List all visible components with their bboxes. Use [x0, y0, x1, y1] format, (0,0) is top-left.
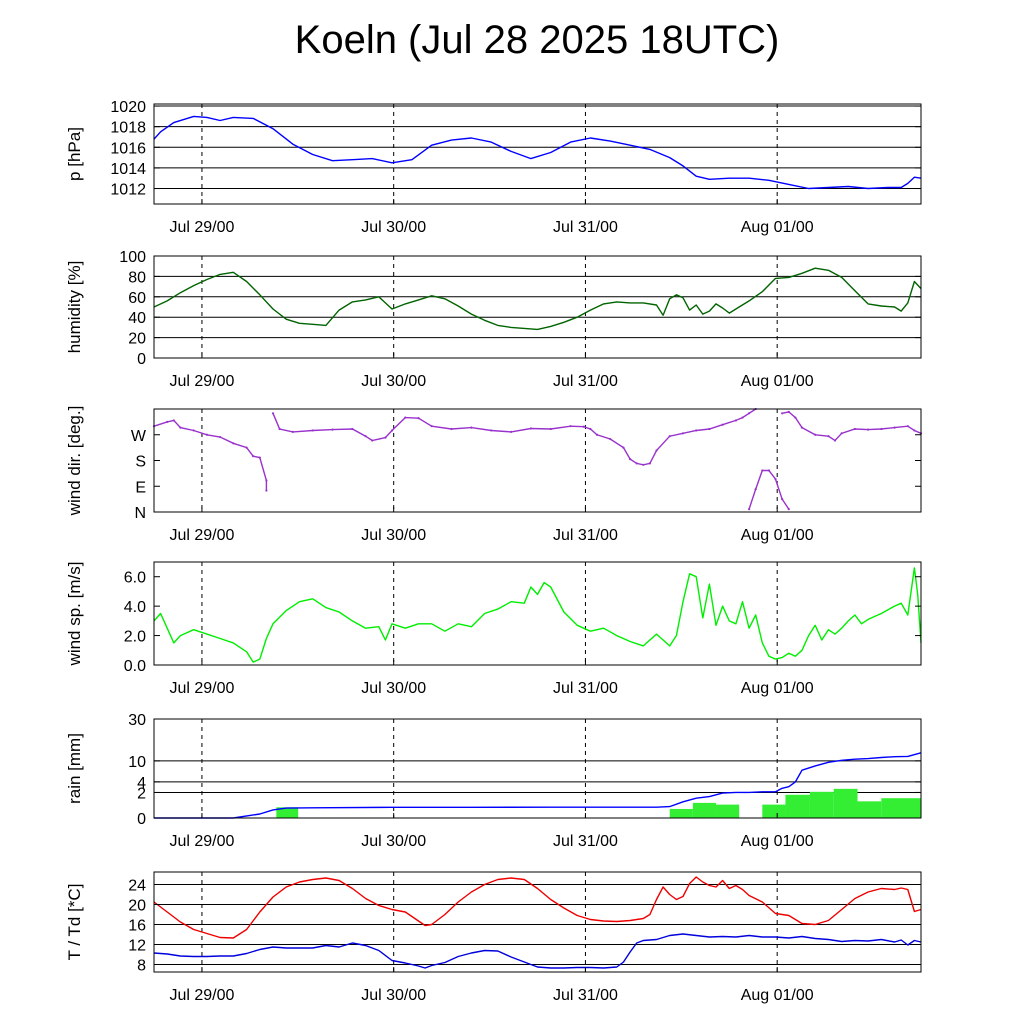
x-tick-label: Aug 01/00 [741, 833, 814, 850]
series-line-wind_direction [748, 469, 790, 510]
chart-title: Koeln (Jul 28 2025 18UTC) [294, 18, 780, 62]
x-tick-label: Jul 31/00 [553, 680, 618, 697]
x-tick-label: Jul 31/00 [553, 987, 618, 1004]
y-tick-label: 10 [128, 754, 146, 771]
y-tick-label: 1018 [110, 120, 146, 137]
y-tick-label: 80 [128, 269, 146, 286]
x-tick-label: Jul 29/00 [169, 219, 234, 236]
x-tick-label: Aug 01/00 [741, 987, 814, 1004]
y-tick-label: 12 [128, 938, 146, 955]
x-tick-label: Jul 31/00 [553, 527, 618, 544]
y-tick-label: 4 [137, 775, 146, 792]
y-tick-label: N [134, 505, 146, 522]
x-tick-label: Jul 31/00 [553, 373, 618, 390]
x-tick-label: Jul 31/00 [553, 219, 618, 236]
panel-frame-rain [153, 718, 922, 819]
y-tick-label: 1016 [110, 140, 146, 157]
series-line-wind_direction [272, 408, 757, 466]
rain-bar [833, 788, 858, 818]
x-tick-label: Jul 30/00 [361, 833, 426, 850]
y-tick-label: 2.0 [124, 629, 146, 646]
x-tick-label: Jul 29/00 [169, 373, 234, 390]
series-line-rain-0 [154, 752, 922, 819]
rain-bar [809, 791, 834, 818]
panel-frame-wind_direction [153, 408, 922, 513]
y-axis-label-humidity: humidity [%] [65, 261, 84, 354]
x-tick-label: Jul 30/00 [361, 680, 426, 697]
panel-frame-temperature [153, 871, 922, 973]
y-tick-label: 30 [128, 712, 146, 729]
y-tick-label: 40 [128, 310, 146, 327]
y-tick-label: 1020 [110, 99, 146, 116]
rain-bar [785, 794, 810, 818]
y-tick-label: 60 [128, 290, 146, 307]
series-line-pressure-0 [153, 115, 922, 190]
x-tick-label: Aug 01/00 [741, 373, 814, 390]
y-tick-label: 24 [128, 878, 146, 895]
x-tick-label: Aug 01/00 [741, 527, 814, 544]
y-axis-label-pressure: p [hPa] [65, 127, 84, 181]
y-tick-label: 1014 [110, 161, 146, 178]
y-tick-label: S [135, 454, 146, 471]
series-line-wind_speed-0 [153, 567, 922, 663]
y-tick-label: E [135, 479, 146, 496]
series-line-wind_direction [153, 419, 268, 491]
series-line-humidity-0 [153, 267, 922, 331]
series-line-temperature-0 [153, 876, 922, 939]
y-tick-label: 16 [128, 918, 146, 935]
x-tick-label: Jul 29/00 [169, 987, 234, 1004]
x-tick-label: Aug 01/00 [741, 680, 814, 697]
rain-bar [762, 804, 786, 818]
panel-frame-wind_speed [153, 561, 922, 666]
rain-bar [692, 802, 717, 818]
y-tick-label: 1012 [110, 182, 146, 199]
y-tick-label: 20 [128, 331, 146, 348]
y-axis-label-wind_direction: wind dir. [deg.] [65, 406, 84, 517]
x-tick-label: Jul 30/00 [361, 373, 426, 390]
series-line-temperature-1 [153, 933, 922, 969]
x-tick-label: Jul 30/00 [361, 987, 426, 1004]
rain-bar [881, 798, 921, 818]
y-tick-label: 0 [137, 811, 146, 828]
panel-frame-humidity [153, 255, 922, 359]
x-tick-label: Aug 01/00 [741, 219, 814, 236]
x-tick-label: Jul 31/00 [553, 833, 618, 850]
series-line-wind_direction [781, 411, 922, 442]
x-tick-label: Jul 29/00 [169, 680, 234, 697]
y-tick-label: W [131, 428, 147, 445]
y-tick-label: 100 [119, 249, 146, 266]
y-tick-label: 0 [137, 351, 146, 368]
y-tick-label: 4.0 [124, 599, 146, 616]
y-tick-label: 0.0 [124, 658, 146, 675]
rain-bar [276, 807, 299, 818]
y-axis-label-wind_speed: wind sp. [m/s] [65, 562, 84, 667]
y-axis-label-temperature: T / Td [*C] [65, 884, 84, 961]
y-tick-label: 20 [128, 898, 146, 915]
rain-bar [716, 804, 740, 818]
x-tick-label: Jul 30/00 [361, 219, 426, 236]
rain-bar [669, 808, 693, 818]
panel-frame-pressure [153, 103, 922, 205]
x-tick-label: Jul 29/00 [169, 833, 234, 850]
x-tick-label: Jul 30/00 [361, 527, 426, 544]
rain-bar [857, 801, 882, 818]
y-tick-label: 8 [137, 958, 146, 975]
y-tick-label: 2 [137, 785, 146, 802]
y-axis-label-rain: rain [mm] [65, 733, 84, 804]
x-tick-label: Jul 29/00 [169, 527, 234, 544]
y-tick-label: 6.0 [124, 570, 146, 587]
